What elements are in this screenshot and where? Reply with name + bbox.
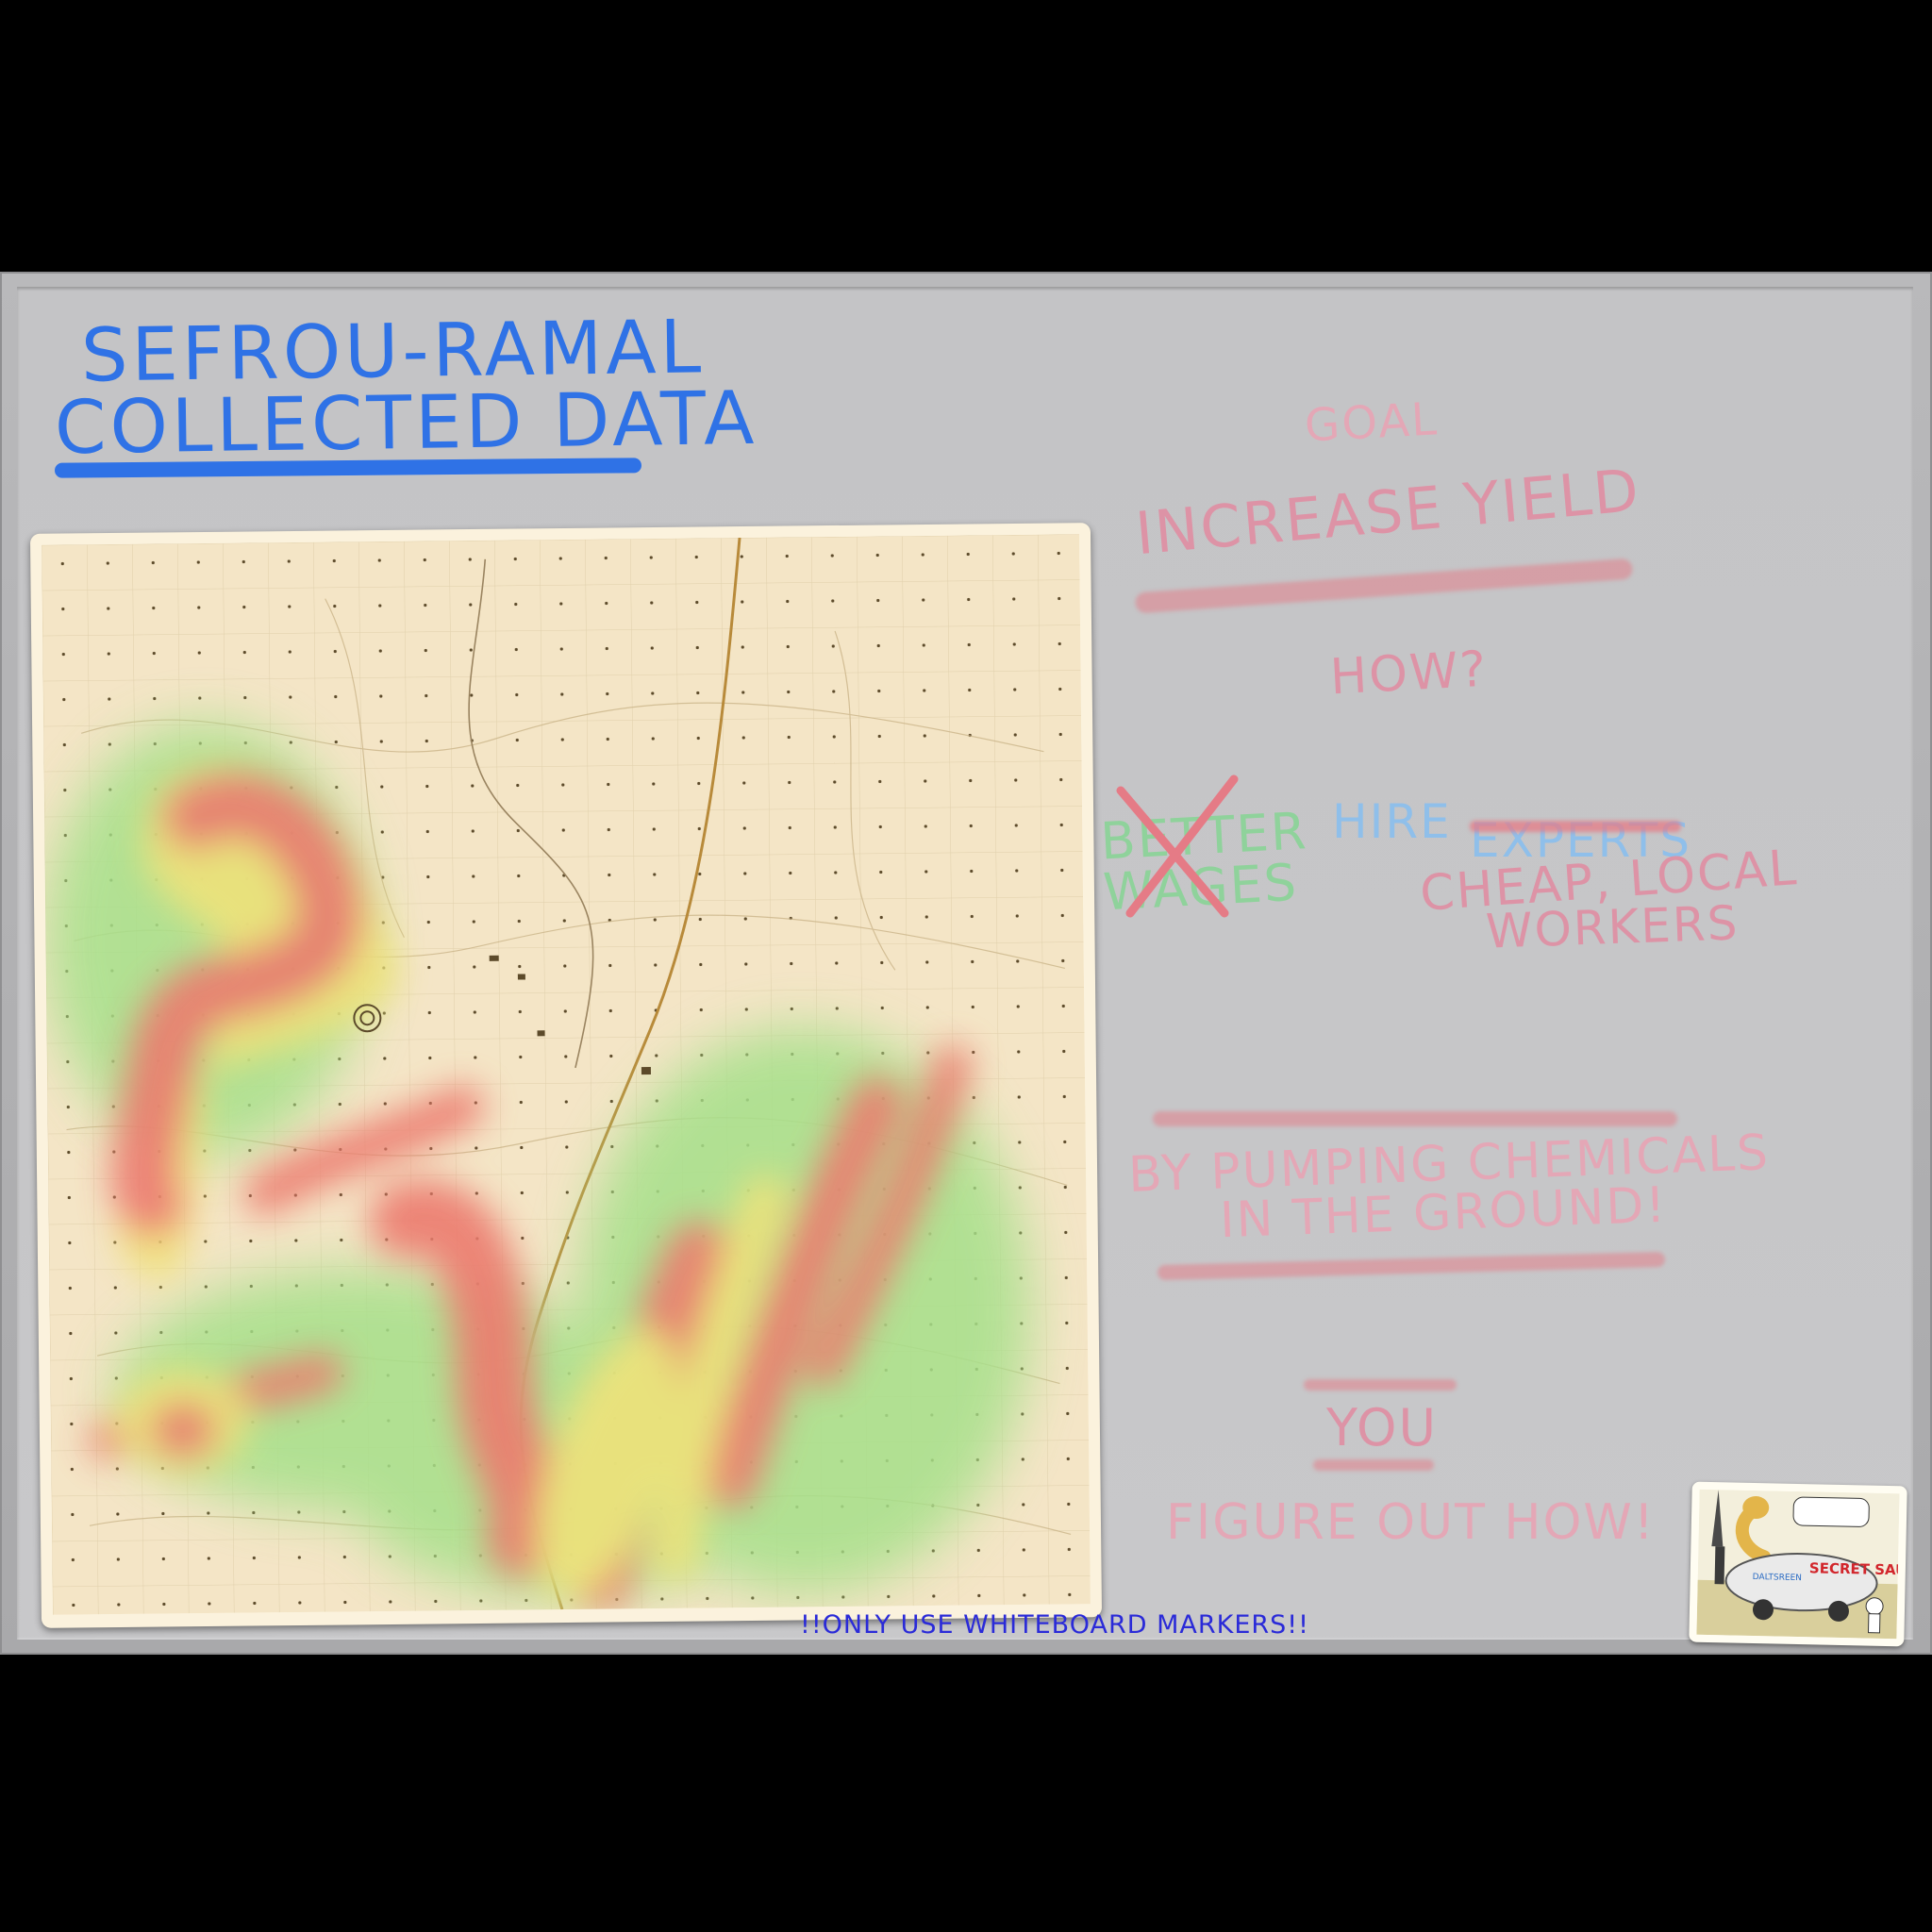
- chemicals-line2: IN THE GROUND!: [1219, 1176, 1669, 1250]
- map-photo: [29, 523, 1103, 1628]
- comic-photo: DALTSREEN SECRET SAUCE: [1689, 1481, 1907, 1647]
- secret-sauce-cartoon-icon: DALTSREEN SECRET SAUCE: [1696, 1489, 1900, 1640]
- you-underline: [1313, 1459, 1434, 1471]
- board-title-line2: COLLECTED DATA: [54, 375, 758, 472]
- crossed-out-mark: [1116, 774, 1239, 918]
- experts-strikethrough: [1470, 821, 1681, 832]
- comic-tank-label: DALTSREEN: [1753, 1573, 1802, 1583]
- figure-out-text: FIGURE OUT HOW!: [1166, 1498, 1656, 1547]
- you-label: YOU: [1326, 1398, 1439, 1457]
- how-label: HOW?: [1328, 641, 1490, 707]
- cheap-local-line2: WORKERS: [1485, 895, 1740, 959]
- figure-out-label: FIGURE OUT HOW!: [1166, 1494, 1656, 1551]
- goal-label: GOAL: [1303, 392, 1441, 453]
- you-overline: [1304, 1379, 1457, 1391]
- footer-note: !!ONLY USE WHITEBOARD MARKERS!!: [800, 1610, 1309, 1640]
- topographic-heatmap-icon: [42, 534, 1091, 1615]
- chemicals-overline: [1153, 1111, 1677, 1126]
- comic-truck-label: SECRET SAUCE: [1809, 1559, 1900, 1579]
- hire-label: HIRE: [1332, 794, 1452, 849]
